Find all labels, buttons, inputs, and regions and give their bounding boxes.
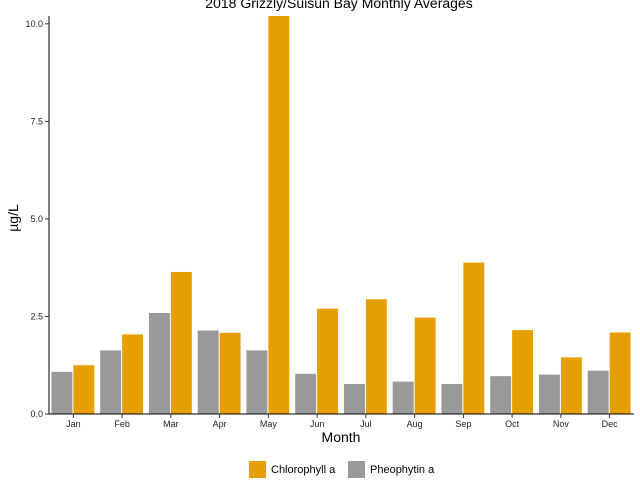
- bar-chlorophyll-feb: [122, 334, 144, 414]
- x-tick-label: Sep: [455, 419, 471, 429]
- bar-pheophytin-mar: [148, 312, 170, 414]
- x-tick-label: Aug: [407, 419, 423, 429]
- y-tick-label: 5.0: [30, 214, 43, 224]
- bar-pheophytin-nov: [538, 374, 560, 414]
- x-tick-label: May: [260, 419, 278, 429]
- x-tick-label: Feb: [114, 419, 130, 429]
- bar-chlorophyll-mar: [170, 271, 192, 414]
- legend-key-pheophytin: [348, 461, 365, 478]
- y-tick-label: 7.5: [30, 116, 43, 126]
- bar-chlorophyll-jan: [73, 365, 95, 414]
- x-tick-label: Nov: [553, 419, 570, 429]
- bar-chlorophyll-aug: [414, 317, 436, 414]
- x-tick-label: Oct: [505, 419, 520, 429]
- bars-layer: [51, 16, 631, 414]
- bar-chlorophyll-apr: [219, 332, 241, 414]
- x-tick-label: Apr: [213, 419, 227, 429]
- bar-pheophytin-jun: [295, 373, 317, 414]
- bar-chlorophyll-dec: [609, 332, 631, 414]
- legend-key-chlorophyll: [249, 461, 266, 478]
- y-tick-label: 10.0: [25, 19, 43, 29]
- bar-chlorophyll-may: [268, 16, 290, 414]
- bar-pheophytin-jan: [51, 371, 73, 414]
- x-tick-label: Jan: [66, 419, 81, 429]
- bar-pheophytin-jul: [343, 383, 365, 414]
- bar-pheophytin-feb: [100, 350, 122, 414]
- bar-chlorophyll-oct: [512, 330, 534, 414]
- bar-chlorophyll-nov: [560, 357, 582, 414]
- legend-label-pheophytin: Pheophytin a: [370, 464, 435, 476]
- bar-pheophytin-sep: [441, 383, 463, 414]
- y-tick-label: 0.0: [30, 409, 43, 419]
- x-tick-label: Jul: [360, 419, 372, 429]
- y-ticks: 0.0 2.5 5.0 7.5 10.0: [25, 19, 49, 419]
- bar-chlorophyll-jul: [365, 299, 387, 414]
- bar-pheophytin-apr: [197, 330, 219, 414]
- bar-pheophytin-oct: [490, 376, 512, 414]
- x-tick-label: Jun: [310, 419, 325, 429]
- x-axis-title: Month: [322, 429, 361, 445]
- y-tick-label: 2.5: [30, 311, 43, 321]
- x-ticks: Jan Feb Mar Apr May Jun Jul Aug Sep Oct Nov Dec: [66, 414, 618, 429]
- bar-chlorophyll-jun: [317, 308, 339, 414]
- chart-title: 2018 Grizzly/Suisun Bay Monthly Averages: [205, 0, 472, 11]
- legend: Chlorophyll a Pheophytin a: [249, 461, 435, 478]
- legend-label-chlorophyll: Chlorophyll a: [271, 464, 336, 476]
- bar-pheophytin-aug: [392, 381, 414, 414]
- y-axis-title: µg/L: [5, 204, 21, 232]
- x-tick-label: Mar: [163, 419, 179, 429]
- bar-pheophytin-dec: [587, 370, 609, 414]
- bar-pheophytin-may: [246, 350, 268, 414]
- bar-chlorophyll-sep: [463, 262, 485, 414]
- x-tick-label: Dec: [602, 419, 619, 429]
